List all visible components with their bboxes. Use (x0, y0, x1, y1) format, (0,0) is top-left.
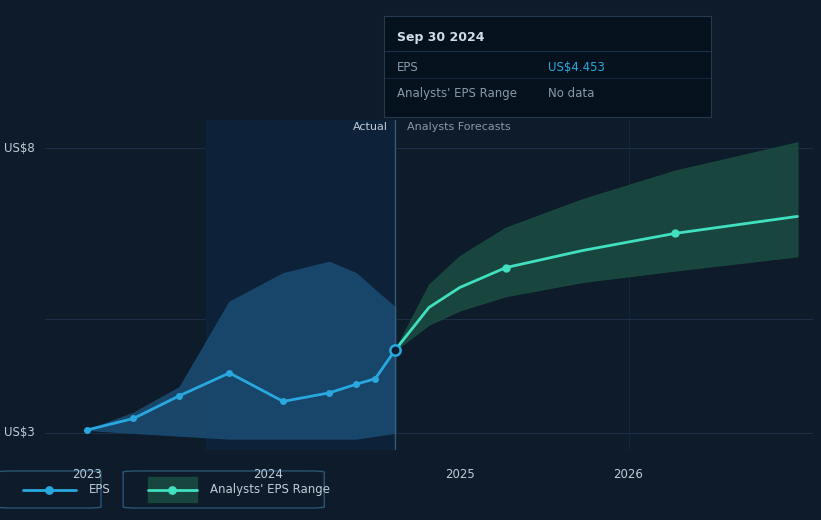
Text: Analysts Forecasts: Analysts Forecasts (406, 122, 511, 133)
Text: US$8: US$8 (4, 141, 34, 154)
Text: EPS: EPS (397, 61, 419, 74)
Text: Analysts' EPS Range: Analysts' EPS Range (210, 483, 330, 496)
Text: 2024: 2024 (253, 468, 282, 481)
Text: 2023: 2023 (72, 468, 103, 481)
FancyBboxPatch shape (0, 471, 101, 508)
Point (668, 229, 681, 238)
Point (80, 426, 94, 434)
Text: 2025: 2025 (445, 468, 475, 481)
Point (277, 397, 290, 406)
Text: Analysts' EPS Range: Analysts' EPS Range (397, 86, 517, 99)
Text: No data: No data (548, 86, 594, 99)
Text: US$3: US$3 (4, 426, 34, 439)
Point (350, 380, 363, 388)
Point (499, 264, 512, 272)
Point (323, 389, 336, 397)
Point (369, 374, 382, 383)
Point (222, 369, 236, 377)
Point (388, 346, 401, 354)
Point (43, 485, 56, 493)
Point (173, 392, 186, 400)
Point (166, 485, 179, 493)
Text: 2026: 2026 (613, 468, 644, 481)
Point (127, 414, 140, 423)
Text: Sep 30 2024: Sep 30 2024 (397, 31, 484, 44)
Text: Actual: Actual (352, 122, 388, 133)
Text: US$4.453: US$4.453 (548, 61, 604, 74)
Bar (206, 120, 395, 450)
FancyBboxPatch shape (123, 471, 324, 508)
Text: EPS: EPS (89, 483, 110, 496)
